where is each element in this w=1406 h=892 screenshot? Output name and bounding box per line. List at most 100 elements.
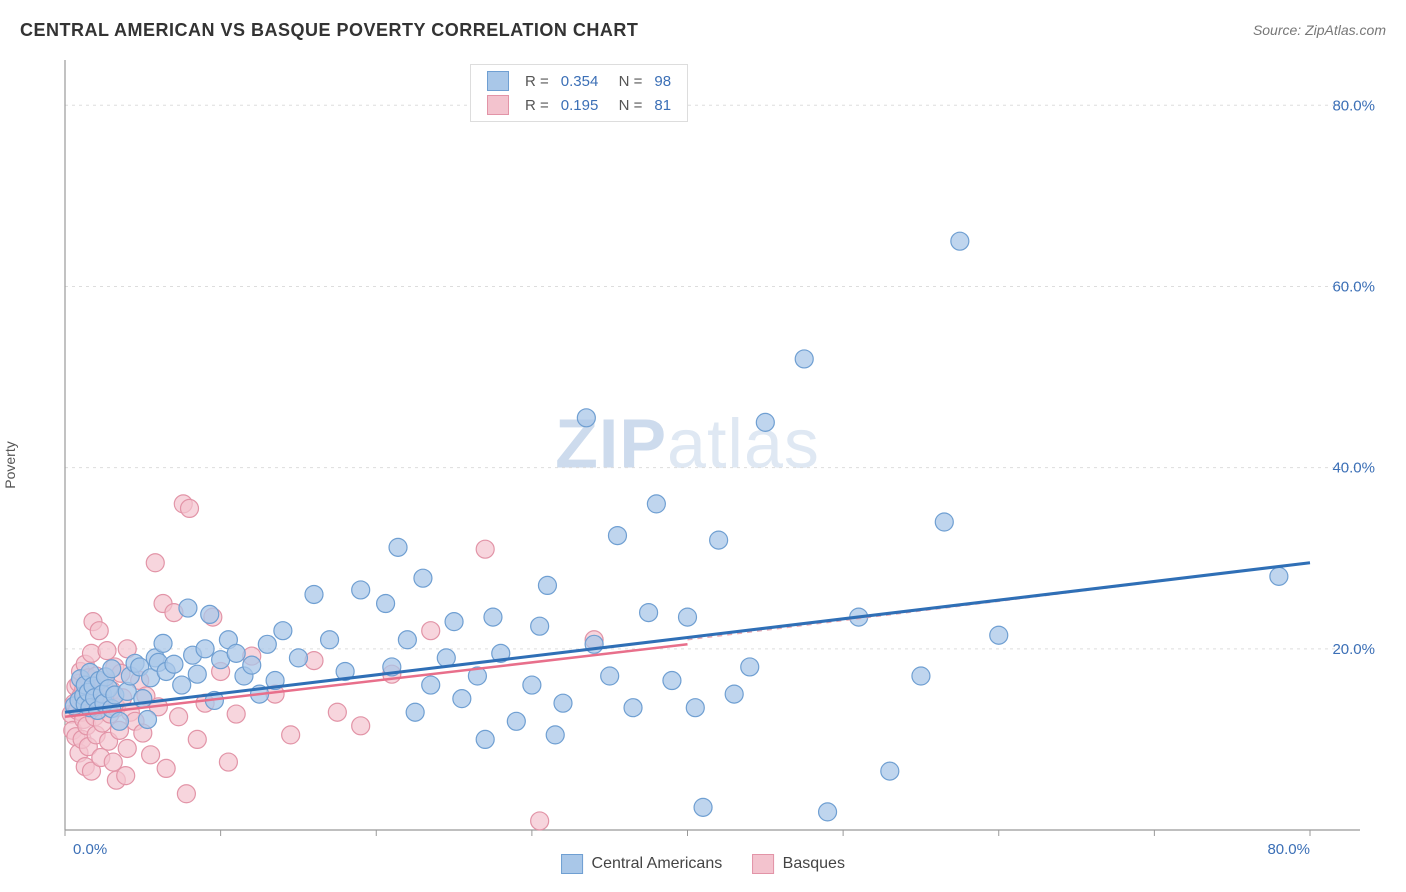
central_americans-point bbox=[795, 350, 813, 368]
central_americans-point bbox=[103, 660, 121, 678]
basques-point bbox=[117, 767, 135, 785]
r-label: R = bbox=[519, 93, 555, 117]
basques-point bbox=[305, 652, 323, 670]
source-citation: Source: ZipAtlas.com bbox=[1253, 22, 1386, 38]
legend-item: Basques bbox=[752, 854, 845, 874]
central_americans-point bbox=[377, 595, 395, 613]
central_americans-point bbox=[951, 232, 969, 250]
basques-point bbox=[98, 642, 116, 660]
legend-swatch bbox=[487, 95, 509, 115]
central_americans-point bbox=[305, 585, 323, 603]
central_americans-point bbox=[227, 644, 245, 662]
basques-point bbox=[82, 644, 100, 662]
chart-title: CENTRAL AMERICAN VS BASQUE POVERTY CORRE… bbox=[20, 20, 638, 41]
basques-point bbox=[352, 717, 370, 735]
basques-point bbox=[328, 703, 346, 721]
central_americans-point bbox=[756, 413, 774, 431]
basques-point bbox=[227, 705, 245, 723]
central_americans-point bbox=[710, 531, 728, 549]
central_americans-point bbox=[165, 655, 183, 673]
basques-point bbox=[188, 730, 206, 748]
central_americans-point bbox=[154, 634, 172, 652]
central_americans-point bbox=[476, 730, 494, 748]
central_americans-point bbox=[422, 676, 440, 694]
central_americans-point bbox=[647, 495, 665, 513]
central_americans-point bbox=[990, 626, 1008, 644]
scatter-plot-svg: ZIPatlas20.0%40.0%60.0%80.0%0.0%80.0% bbox=[20, 50, 1386, 880]
x-tick-label: 0.0% bbox=[73, 841, 107, 858]
central_americans-point bbox=[577, 409, 595, 427]
central_americans-point bbox=[741, 658, 759, 676]
central_americans-point bbox=[554, 694, 572, 712]
central_americans-point bbox=[274, 622, 292, 640]
legend-swatch bbox=[561, 854, 583, 874]
basques-point bbox=[177, 785, 195, 803]
basques-point bbox=[142, 746, 160, 764]
legend-label: Central Americans bbox=[592, 855, 723, 872]
central_americans-point bbox=[686, 699, 704, 717]
central_americans-point bbox=[531, 617, 549, 635]
central_americans-point bbox=[258, 635, 276, 653]
central_americans-point bbox=[321, 631, 339, 649]
basques-point bbox=[422, 622, 440, 640]
central_americans-point bbox=[725, 685, 743, 703]
central_americans-point bbox=[437, 649, 455, 667]
y-tick-label: 80.0% bbox=[1332, 97, 1375, 114]
basques-point bbox=[181, 499, 199, 517]
central_americans-point bbox=[935, 513, 953, 531]
n-value: 98 bbox=[648, 69, 677, 93]
r-value: 0.354 bbox=[555, 69, 605, 93]
n-value: 81 bbox=[648, 93, 677, 117]
central_americans-point bbox=[663, 672, 681, 690]
central_americans-point bbox=[523, 676, 541, 694]
basques-point bbox=[219, 753, 237, 771]
central_americans-point bbox=[601, 667, 619, 685]
x-tick-label: 80.0% bbox=[1267, 841, 1310, 858]
central_americans-point bbox=[352, 581, 370, 599]
central_americans-point bbox=[188, 665, 206, 683]
central_americans-point bbox=[640, 604, 658, 622]
legend-swatch bbox=[487, 71, 509, 91]
central_americans-point bbox=[389, 538, 407, 556]
central_americans-point bbox=[138, 710, 156, 728]
central_americans-point bbox=[110, 712, 128, 730]
central_americans-point bbox=[1270, 567, 1288, 585]
central_americans-point bbox=[289, 649, 307, 667]
central_americans-point bbox=[398, 631, 416, 649]
header: CENTRAL AMERICAN VS BASQUE POVERTY CORRE… bbox=[0, 0, 1406, 50]
basques-point bbox=[90, 622, 108, 640]
n-label: N = bbox=[604, 69, 648, 93]
central_americans-point bbox=[484, 608, 502, 626]
central_americans-point bbox=[679, 608, 697, 626]
central_americans-point bbox=[453, 690, 471, 708]
central_americans-point bbox=[179, 599, 197, 617]
central_americans-point bbox=[694, 798, 712, 816]
basques-point bbox=[282, 726, 300, 744]
central_americans-point bbox=[414, 569, 432, 587]
y-tick-label: 60.0% bbox=[1332, 278, 1375, 295]
legend-row-basques: R =0.195 N =81 bbox=[481, 93, 677, 117]
y-tick-label: 20.0% bbox=[1332, 641, 1375, 658]
y-axis-label: Poverty bbox=[2, 441, 18, 488]
r-value: 0.195 bbox=[555, 93, 605, 117]
central_americans-point bbox=[912, 667, 930, 685]
basques-point bbox=[146, 554, 164, 572]
n-label: N = bbox=[604, 93, 648, 117]
central_americans-point bbox=[196, 640, 214, 658]
legend-row-central_americans: R =0.354 N =98 bbox=[481, 69, 677, 93]
central_americans-point bbox=[819, 803, 837, 821]
basques-point bbox=[476, 540, 494, 558]
basques-point bbox=[170, 708, 188, 726]
legend-swatch bbox=[752, 854, 774, 874]
correlation-legend: R =0.354 N =98R =0.195 N =81 bbox=[470, 64, 688, 122]
central_americans-point bbox=[881, 762, 899, 780]
central_americans-point bbox=[445, 613, 463, 631]
y-tick-label: 40.0% bbox=[1332, 460, 1375, 477]
central_americans-trendline bbox=[65, 563, 1310, 712]
basques-point bbox=[531, 812, 549, 830]
central_americans-point bbox=[406, 703, 424, 721]
legend-label: Basques bbox=[783, 855, 845, 872]
series-legend: Central Americans Basques bbox=[561, 854, 845, 874]
basques-point bbox=[157, 759, 175, 777]
chart-area: Poverty ZIPatlas20.0%40.0%60.0%80.0%0.0%… bbox=[20, 50, 1386, 880]
